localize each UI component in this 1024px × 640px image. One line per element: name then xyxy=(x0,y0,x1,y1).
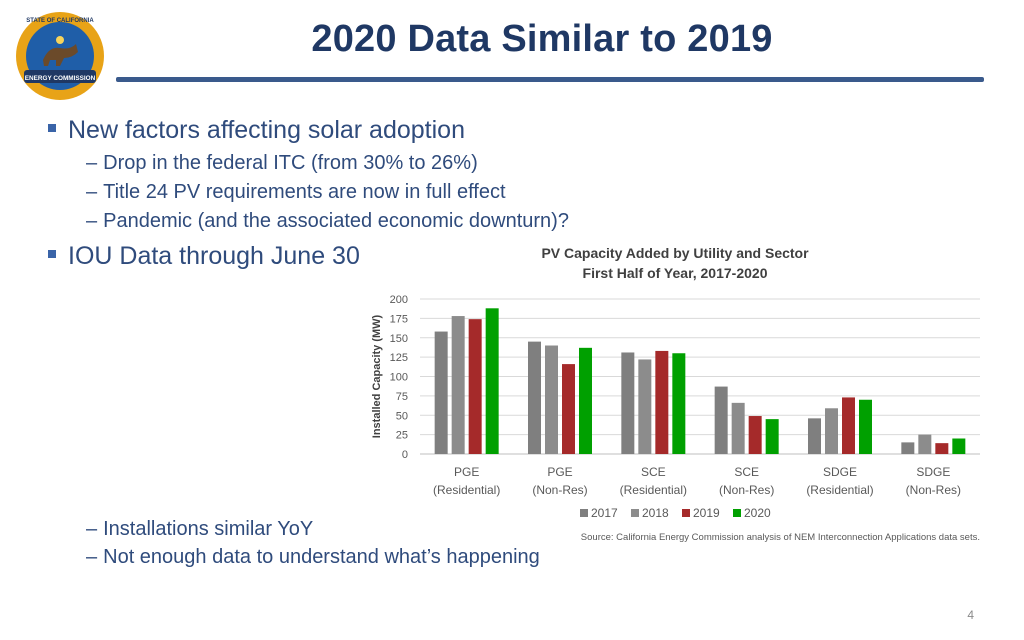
dash-icon: – xyxy=(86,152,98,174)
bar-2017 xyxy=(714,386,728,454)
dash-icon: – xyxy=(86,518,98,540)
bar-2018 xyxy=(918,434,932,454)
bullet-level2: – Not enough data to understand what’s ha… xyxy=(86,546,540,569)
bar-2019 xyxy=(562,364,575,454)
bar-2019 xyxy=(655,350,669,454)
logo-banner-text: ENERGY COMMISSION xyxy=(25,75,96,82)
bullet-level1: New factors affecting solar adoption xyxy=(48,116,465,145)
y-tick-label: 125 xyxy=(390,352,408,364)
x-tick-label: SDGE xyxy=(823,465,857,479)
legend-label-2018: 2018 xyxy=(642,506,669,520)
bar-2020 xyxy=(859,399,872,454)
y-tick-label: 175 xyxy=(390,313,408,325)
sun-icon xyxy=(56,36,64,44)
y-axis-label: Installed Capacity (MW) xyxy=(371,314,383,438)
page-number: 4 xyxy=(967,608,974,622)
bullet-level1: IOU Data through June 30 xyxy=(48,242,360,271)
title-rule xyxy=(116,77,984,82)
legend-swatch-2020 xyxy=(733,509,741,517)
y-tick-label: 25 xyxy=(396,430,408,442)
y-tick-label: 75 xyxy=(396,391,408,403)
bar-2017 xyxy=(901,442,915,454)
california-energy-commission-logo: ENERGY COMMISSION STATE OF CALIFORNIA xyxy=(16,12,104,100)
bullet-level2: – Title 24 PV requirements are now in ful… xyxy=(86,181,506,204)
dash-icon: – xyxy=(86,210,98,232)
chart-panel: PV Capacity Added by Utility and Sector F… xyxy=(355,236,995,556)
x-tick-label: PGE xyxy=(454,465,479,479)
x-tick-label: PGE xyxy=(547,465,572,479)
x-tick-label: SCE xyxy=(641,465,666,479)
dash-icon: – xyxy=(86,181,98,203)
bar-2018 xyxy=(451,316,465,454)
bar-2020 xyxy=(952,438,966,454)
x-tick-label: SCE xyxy=(734,465,759,479)
bullet-square-icon xyxy=(48,250,56,259)
bullet-text: Installations similar YoY xyxy=(103,518,314,540)
legend-swatch-2017 xyxy=(580,509,588,517)
bullet-text: New factors affecting solar adoption xyxy=(68,116,465,144)
bar-2019 xyxy=(935,443,949,454)
y-tick-label: 200 xyxy=(390,294,408,306)
bar-2019 xyxy=(842,397,855,454)
bar-2019 xyxy=(748,416,762,454)
pv-capacity-chart: PV Capacity Added by Utility and Sector F… xyxy=(371,245,980,543)
chart-subtitle: First Half of Year, 2017-2020 xyxy=(583,265,768,281)
bar-2017 xyxy=(621,352,635,454)
bar-2020 xyxy=(485,308,499,454)
legend-swatch-2019 xyxy=(682,509,690,517)
chart-source: Source: California Energy Commission ana… xyxy=(581,532,980,543)
bullet-text: Drop in the federal ITC (from 30% to 26%… xyxy=(103,152,478,174)
bar-2018 xyxy=(545,345,558,454)
bullet-text: Pandemic (and the associated economic do… xyxy=(103,210,569,232)
bullet-text: IOU Data through June 30 xyxy=(68,242,360,270)
legend-swatch-2018 xyxy=(631,509,639,517)
y-tick-label: 0 xyxy=(402,449,408,461)
bar-2019 xyxy=(468,319,482,454)
logo-banner xyxy=(24,70,96,83)
x-tick-sublabel: (Residential) xyxy=(620,483,687,497)
legend-label-2020: 2020 xyxy=(744,506,771,520)
bullet-level2: – Installations similar YoY xyxy=(86,518,313,541)
chart-title: PV Capacity Added by Utility and Sector xyxy=(541,245,809,261)
bar-2018 xyxy=(731,402,745,454)
logo-top-text: STATE OF CALIFORNIA xyxy=(26,18,94,24)
bar-2020 xyxy=(765,419,779,454)
bar-2017 xyxy=(808,418,821,454)
bullet-text: Title 24 PV requirements are now in full… xyxy=(103,181,506,203)
x-tick-sublabel: (Residential) xyxy=(806,483,873,497)
y-tick-label: 150 xyxy=(390,333,408,345)
x-tick-sublabel: (Non-Res) xyxy=(719,483,774,497)
bear-icon xyxy=(43,44,78,66)
slide-title: 2020 Data Similar to 2019 xyxy=(311,18,773,60)
bullet-level2: – Pandemic (and the associated economic d… xyxy=(86,210,569,233)
bar-2017 xyxy=(528,341,541,454)
bar-2020 xyxy=(579,347,592,454)
legend-label-2017: 2017 xyxy=(591,506,618,520)
x-tick-label: SDGE xyxy=(916,465,950,479)
bar-2018 xyxy=(638,359,652,454)
x-tick-sublabel: (Residential) xyxy=(433,483,500,497)
bar-2020 xyxy=(672,353,686,454)
legend-label-2019: 2019 xyxy=(693,506,720,520)
bar-2017 xyxy=(434,331,448,454)
bullet-square-icon xyxy=(48,124,56,133)
bar-2018 xyxy=(825,408,838,454)
dash-icon: – xyxy=(86,546,98,568)
bullet-text: Not enough data to understand what’s hap… xyxy=(103,546,540,568)
bullet-level2: – Drop in the federal ITC (from 30% to 26… xyxy=(86,152,478,175)
x-tick-sublabel: (Non-Res) xyxy=(906,483,961,497)
y-tick-label: 50 xyxy=(396,410,408,422)
y-tick-label: 100 xyxy=(390,372,408,384)
x-tick-sublabel: (Non-Res) xyxy=(532,483,587,497)
